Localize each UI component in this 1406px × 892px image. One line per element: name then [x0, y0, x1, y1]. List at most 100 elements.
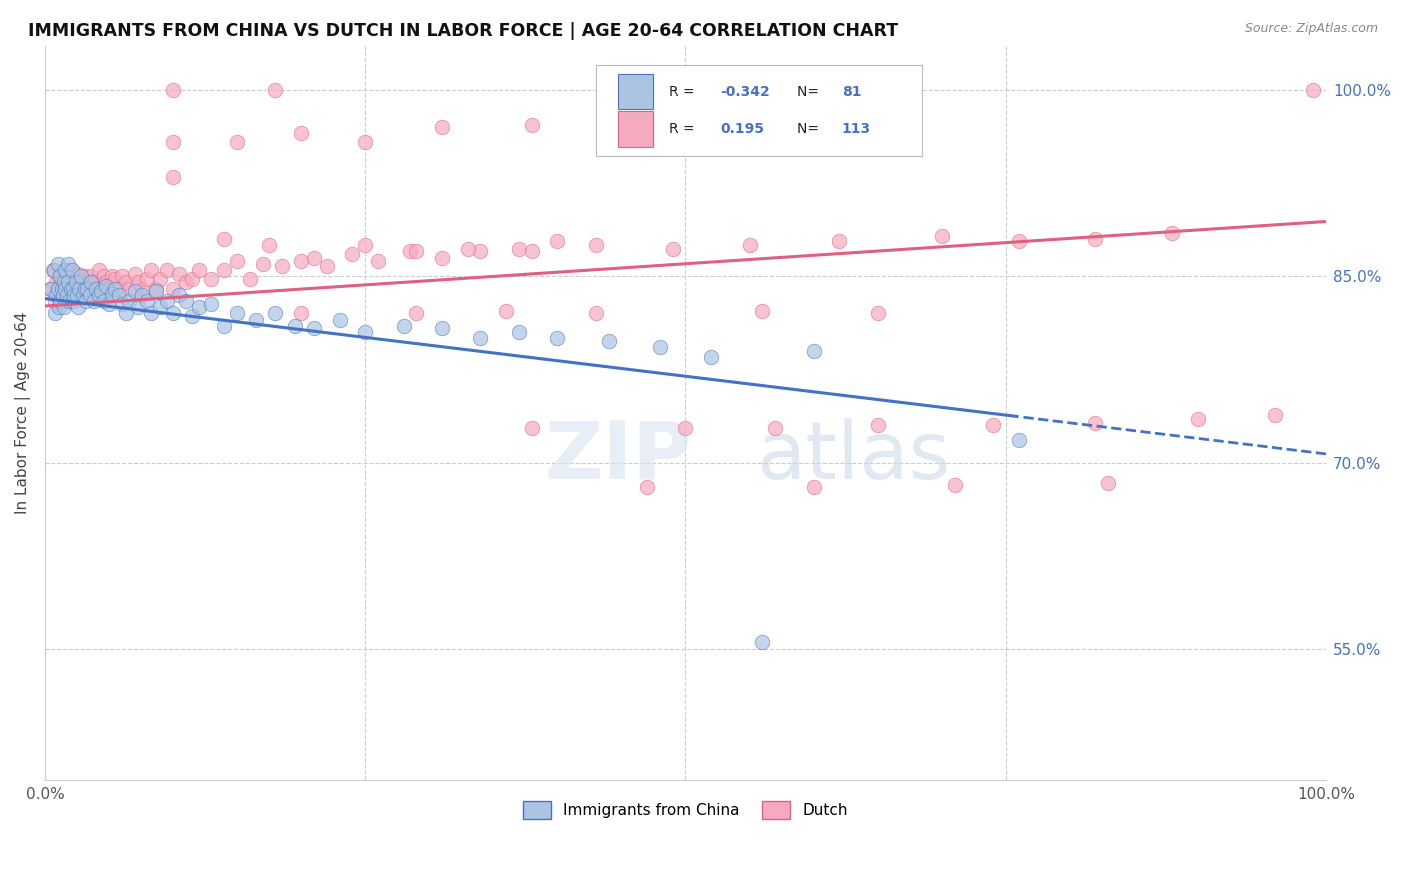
- Point: [1264, 409, 1286, 423]
- Point: [700, 350, 723, 364]
- Point: [430, 251, 453, 265]
- Point: [87, 288, 110, 302]
- Point: [284, 318, 307, 333]
- Point: [90, 284, 112, 298]
- Point: [53, 263, 76, 277]
- Point: [290, 306, 312, 320]
- Point: [200, 296, 222, 310]
- Point: [80, 276, 103, 290]
- Point: [828, 235, 851, 249]
- Point: [76, 282, 98, 296]
- Point: [49, 293, 72, 308]
- Point: [96, 276, 118, 290]
- Point: [63, 288, 86, 302]
- Point: [200, 271, 222, 285]
- Point: [1161, 226, 1184, 240]
- Point: [69, 284, 91, 298]
- Point: [803, 481, 825, 495]
- Point: [131, 288, 153, 302]
- Point: [1084, 416, 1107, 430]
- Point: [56, 288, 79, 302]
- Text: 113: 113: [842, 122, 870, 136]
- Point: [53, 276, 76, 290]
- Point: [264, 83, 287, 97]
- Point: [226, 135, 249, 149]
- Point: [226, 254, 249, 268]
- Point: [751, 304, 773, 318]
- Point: [60, 263, 83, 277]
- Point: [66, 282, 89, 296]
- Point: [124, 284, 146, 298]
- Point: [87, 263, 110, 277]
- Point: [329, 312, 352, 326]
- Point: [84, 282, 107, 296]
- Point: [187, 263, 209, 277]
- Point: [100, 286, 122, 301]
- Text: 0.195: 0.195: [720, 122, 763, 136]
- Point: [162, 83, 184, 97]
- Y-axis label: In Labor Force | Age 20-64: In Labor Force | Age 20-64: [15, 311, 31, 514]
- Point: [131, 282, 153, 296]
- Point: [546, 235, 568, 249]
- Point: [65, 276, 87, 290]
- Point: [62, 276, 84, 290]
- Point: [52, 288, 75, 302]
- Point: [53, 300, 76, 314]
- Point: [45, 276, 67, 290]
- Point: [75, 276, 97, 290]
- Point: [1007, 434, 1029, 448]
- Point: [48, 269, 70, 284]
- Point: [405, 244, 427, 259]
- Point: [84, 276, 107, 290]
- Point: [169, 267, 191, 281]
- Point: [39, 282, 62, 296]
- Point: [97, 282, 120, 296]
- Point: [149, 271, 172, 285]
- Point: [124, 267, 146, 281]
- Point: [155, 293, 177, 308]
- Point: [42, 263, 65, 277]
- Point: [212, 232, 235, 246]
- Point: [108, 282, 131, 296]
- Point: [155, 263, 177, 277]
- Point: [104, 271, 127, 285]
- Point: [315, 259, 337, 273]
- Point: [636, 481, 658, 495]
- Point: [661, 242, 683, 256]
- Point: [181, 309, 204, 323]
- Point: [174, 276, 197, 290]
- Point: [585, 306, 607, 320]
- Point: [96, 279, 118, 293]
- Point: [405, 306, 427, 320]
- FancyBboxPatch shape: [617, 112, 654, 146]
- Point: [72, 282, 94, 296]
- Point: [55, 269, 77, 284]
- Point: [127, 276, 149, 290]
- Point: [55, 263, 77, 277]
- Point: [264, 306, 287, 320]
- Point: [114, 276, 136, 290]
- Point: [212, 318, 235, 333]
- Point: [104, 282, 127, 296]
- Text: ZIP: ZIP: [544, 418, 692, 496]
- Point: [1007, 235, 1029, 249]
- Point: [39, 282, 62, 296]
- Point: [392, 318, 415, 333]
- Point: [585, 238, 607, 252]
- Point: [108, 288, 131, 302]
- FancyBboxPatch shape: [617, 74, 654, 110]
- Text: IMMIGRANTS FROM CHINA VS DUTCH IN LABOR FORCE | AGE 20-64 CORRELATION CHART: IMMIGRANTS FROM CHINA VS DUTCH IN LABOR …: [28, 22, 898, 40]
- Point: [79, 288, 101, 302]
- Point: [97, 296, 120, 310]
- Point: [127, 300, 149, 314]
- Point: [65, 271, 87, 285]
- Point: [226, 306, 249, 320]
- Point: [63, 288, 86, 302]
- Point: [136, 271, 159, 285]
- Point: [738, 238, 761, 252]
- Point: [470, 244, 492, 259]
- Point: [55, 288, 77, 302]
- Point: [763, 421, 786, 435]
- Point: [44, 306, 66, 320]
- Point: [114, 306, 136, 320]
